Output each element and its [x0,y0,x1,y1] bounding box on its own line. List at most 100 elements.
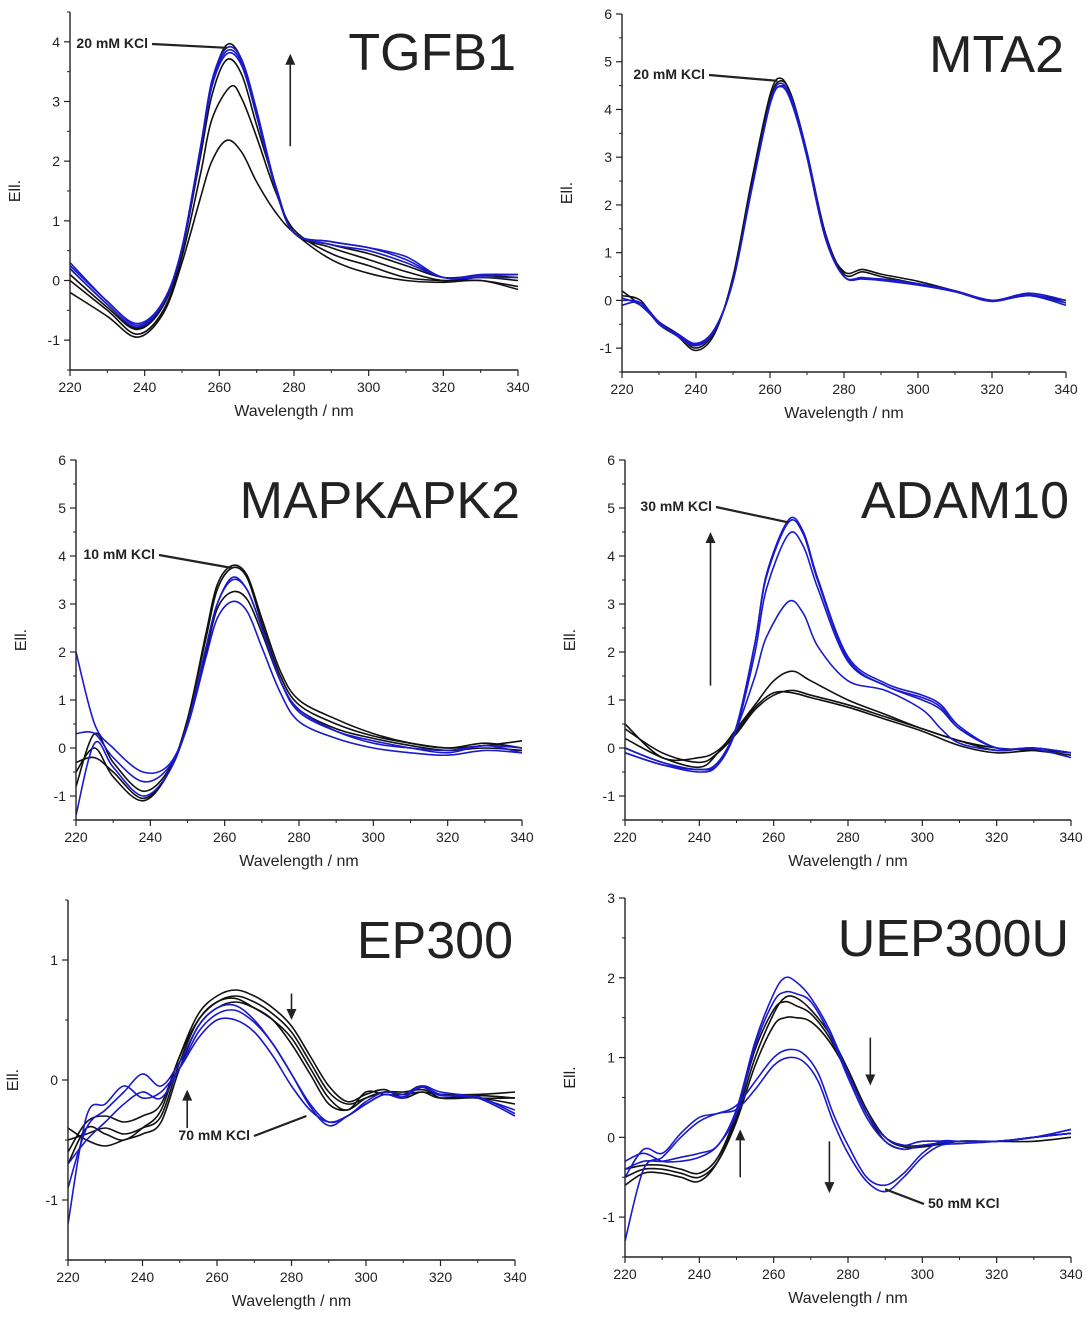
y-tick-label: 4 [58,548,66,564]
x-tick-label: 320 [980,381,1004,397]
x-tick-label: 340 [1059,1266,1083,1282]
y-tick-label: 0 [58,740,66,756]
series-line-4 [76,576,522,774]
series-line-5 [70,48,518,327]
x-tick-label: 240 [139,829,163,845]
series-line-7 [625,519,1071,771]
y-tick-label: -1 [600,340,613,356]
y-tick-label: 1 [52,213,60,229]
panel-title: EP300 [357,912,513,970]
trend-arrow-head [705,532,716,543]
series-line-4 [68,1001,515,1147]
series-line-5 [622,85,1066,347]
x-tick-label: 280 [836,829,860,845]
y-tick-label: 6 [604,6,612,22]
y-tick-label: 0 [604,292,612,308]
series-line-3 [625,670,1071,769]
x-tick-label: 260 [208,379,232,395]
series-line-7 [68,1009,515,1165]
chart-panel-mapkapk2: 220 240 260 280 300 320 340 -1 0 1 2 3 4 5 6 Wavelength… [13,452,534,870]
y-tick-label: -1 [46,1192,59,1208]
x-tick-label: 280 [832,381,856,397]
annotation-leader [708,73,778,82]
y-tick-label: 3 [58,596,66,612]
series-line-2 [622,80,1066,349]
trend-arrow-head [285,53,296,65]
x-tick-label: 340 [1059,829,1083,845]
series-line-3 [70,58,518,331]
y-tick-label: -1 [54,788,67,804]
y-tick-label: 2 [58,644,66,660]
y-tick-label: 1 [607,1050,615,1066]
y-axis-title: Ell. [562,1066,579,1088]
panel-title: UEP300U [838,910,1069,968]
series-line-1 [70,139,518,339]
x-tick-label: 220 [610,381,634,397]
chart-panel-ep300: 220 240 260 280 300 320 340 -1 0 1 Wavelength / nm… [5,899,527,1310]
y-tick-label: 5 [604,54,612,70]
series-line-4 [625,599,1071,771]
x-tick-label: 280 [282,379,306,395]
x-tick-label: 300 [362,829,386,845]
x-tick-label: 220 [613,829,637,845]
x-tick-label: 260 [213,829,237,845]
series-group [68,989,515,1225]
series-line-2 [625,1000,1071,1175]
x-tick-label: 260 [758,381,782,397]
y-tick-label: 4 [604,101,612,117]
x-tick-label: 300 [911,1266,935,1282]
x-tick-label: 220 [64,829,88,845]
x-tick-label: 220 [58,379,82,395]
x-tick-label: 240 [133,379,157,395]
x-tick-label: 300 [911,829,935,845]
y-axis-title: Ell. [13,629,30,651]
series-group [622,77,1066,352]
x-tick-label: 280 [836,1266,860,1282]
x-tick-label: 240 [688,829,712,845]
x-tick-label: 240 [684,381,708,397]
y-tick-label: 3 [52,94,60,110]
y-tick-label: 2 [607,644,615,660]
annotation-label: 10 mM KCl [83,546,155,562]
series-group [625,976,1071,1242]
series-group [625,516,1071,773]
x-tick-label: 320 [985,829,1009,845]
series-line-2 [76,566,522,802]
trend-arrow-head [735,1129,746,1141]
series-line-4 [70,43,518,329]
y-axis-title: Ell. [562,629,579,651]
y-tick-label: 0 [607,1129,615,1145]
y-axis-title: Ell. [7,180,24,202]
series-line-6 [625,1048,1071,1187]
trend-arrow-head [286,1009,297,1020]
y-tick-label: 1 [607,692,615,708]
x-tick-label: 240 [688,1266,712,1282]
series-line-1 [76,564,522,800]
y-tick-label: 3 [607,596,615,612]
x-tick-label: 300 [354,1269,378,1285]
x-tick-label: 320 [985,1266,1009,1282]
y-tick-label: 2 [607,970,615,986]
x-tick-label: 280 [287,829,311,845]
panel-title: MAPKAPK2 [240,472,520,530]
y-tick-label: 2 [604,197,612,213]
y-tick-label: 1 [50,952,58,968]
series-line-5 [625,990,1071,1163]
annotation-leader [715,505,789,524]
annotation-leader [253,1114,307,1138]
y-tick-label: 0 [50,1072,58,1088]
trend-arrow-head [865,1074,876,1086]
series-line-1 [622,77,1066,352]
x-tick-label: 340 [510,829,534,845]
y-tick-label: 4 [607,548,615,564]
x-axis-title: Wavelength / nm [788,1290,907,1307]
y-tick-label: -1 [603,788,616,804]
x-tick-label: 280 [280,1269,304,1285]
annotation-label: 20 mM KCl [76,35,148,51]
series-line-7 [625,1056,1071,1242]
y-tick-label: 3 [604,149,612,165]
y-tick-label: 1 [58,692,66,708]
x-tick-label: 300 [357,379,381,395]
series-line-5 [625,531,1071,771]
x-tick-label: 260 [762,1266,786,1282]
